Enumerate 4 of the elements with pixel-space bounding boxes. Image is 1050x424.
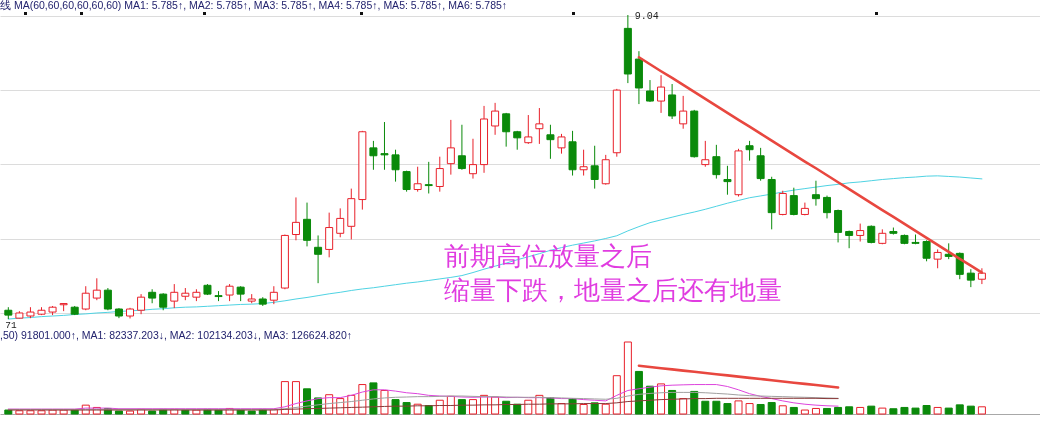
annotation: 缩量下跌，地量之后还有地量 xyxy=(443,275,782,305)
chart-title: 线 MA(60,60,60,60,60,60) MA1: 5.785↑, MA2: 5.785↑, MA3: 5.785↑, MA4: 5.785↑, MA5: 5.785↑, MA6: 5.785↑ xyxy=(0,0,508,11)
annotation: 9.04 xyxy=(634,11,659,22)
text: 71 xyxy=(5,320,18,332)
